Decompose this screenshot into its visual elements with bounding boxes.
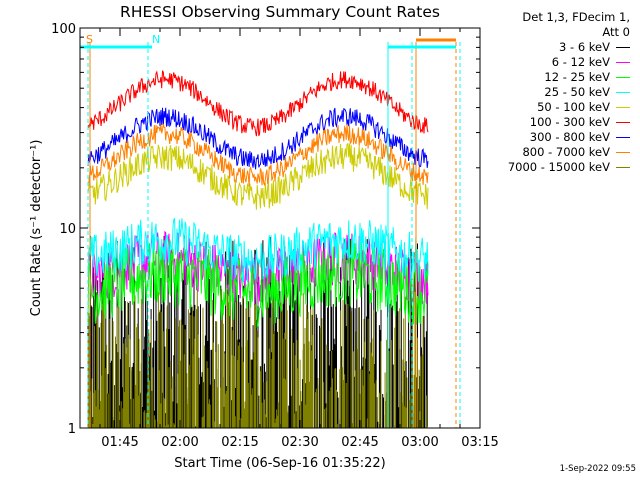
series-25-50keV: [87, 217, 429, 284]
legend-rows: 3 - 6 keV 6 - 12 keV 12 - 25 keV 25 - 50 ke…: [480, 40, 630, 175]
legend-item: 7000 - 15000 keV: [480, 160, 630, 175]
legend: Det 1,3, FDecim 1, Att 0 3 - 6 keV 6 - 12…: [480, 10, 630, 175]
legend-label: 25 - 50 keV: [544, 85, 610, 99]
x-tick-label: 02:30: [281, 435, 318, 450]
legend-item: 12 - 25 keV: [480, 70, 630, 85]
legend-label: 800 - 7000 keV: [522, 145, 610, 159]
series-50-100keV: [87, 142, 429, 210]
legend-label: 12 - 25 keV: [544, 70, 610, 84]
legend-swatch: [616, 62, 630, 63]
legend-header-line-1: Det 1,3, FDecim 1,: [522, 10, 630, 24]
legend-header-line-2: Att 0: [602, 25, 630, 39]
legend-item: 3 - 6 keV: [480, 40, 630, 55]
y-tick-label: 100: [51, 22, 76, 37]
footer-timestamp: 1-Sep-2022 09:55: [559, 464, 636, 474]
legend-swatch: [616, 137, 630, 138]
x-tick-label: 01:45: [101, 435, 138, 450]
chart-title: RHESSI Observing Summary Count Rates: [120, 3, 440, 21]
legend-item: 25 - 50 keV: [480, 85, 630, 100]
legend-label: 7000 - 15000 keV: [507, 160, 610, 174]
legend-swatch: [616, 167, 630, 168]
legend-swatch: [616, 47, 630, 48]
y-axis-label: Count Rate (s⁻¹ detector⁻¹): [29, 140, 44, 317]
legend-swatch: [616, 92, 630, 93]
series-800-7000keV: [87, 124, 429, 187]
legend-item: 50 - 100 keV: [480, 100, 630, 115]
legend-item: 100 - 300 keV: [480, 115, 630, 130]
legend-label: 100 - 300 keV: [529, 115, 610, 129]
x-tick-label: 02:15: [221, 435, 258, 450]
legend-label: 50 - 100 keV: [537, 100, 610, 114]
legend-swatch: [616, 77, 630, 78]
legend-label: 300 - 800 keV: [529, 130, 610, 144]
x-tick-label: 03:15: [461, 435, 498, 450]
x-tick-label: 03:00: [401, 435, 438, 450]
annotation-n: N: [152, 33, 160, 46]
legend-swatch: [616, 152, 630, 153]
legend-label: 3 - 6 keV: [559, 40, 610, 54]
y-tick-label: 10: [59, 222, 76, 237]
annotation-s: S: [86, 33, 93, 46]
series-100-300keV: [87, 70, 429, 137]
x-tick-label: 02:00: [161, 435, 198, 450]
legend-item: 800 - 7000 keV: [480, 145, 630, 160]
x-tick-label: 02:45: [341, 435, 378, 450]
legend-item: 6 - 12 keV: [480, 55, 630, 70]
plot-area: S N 01:45 02:00 02:15 02:30 02:45 03:00 03:15 1 10…: [51, 22, 499, 450]
legend-label: 6 - 12 keV: [551, 55, 610, 69]
series-300-800keV: [87, 107, 429, 170]
legend-item: 300 - 800 keV: [480, 130, 630, 145]
legend-swatch: [616, 122, 630, 123]
x-axis-label: Start Time (06-Sep-16 01:35:22): [174, 456, 385, 471]
y-tick-label: 1: [68, 422, 76, 437]
series-12-25keV: [87, 239, 429, 329]
legend-swatch: [616, 107, 630, 108]
